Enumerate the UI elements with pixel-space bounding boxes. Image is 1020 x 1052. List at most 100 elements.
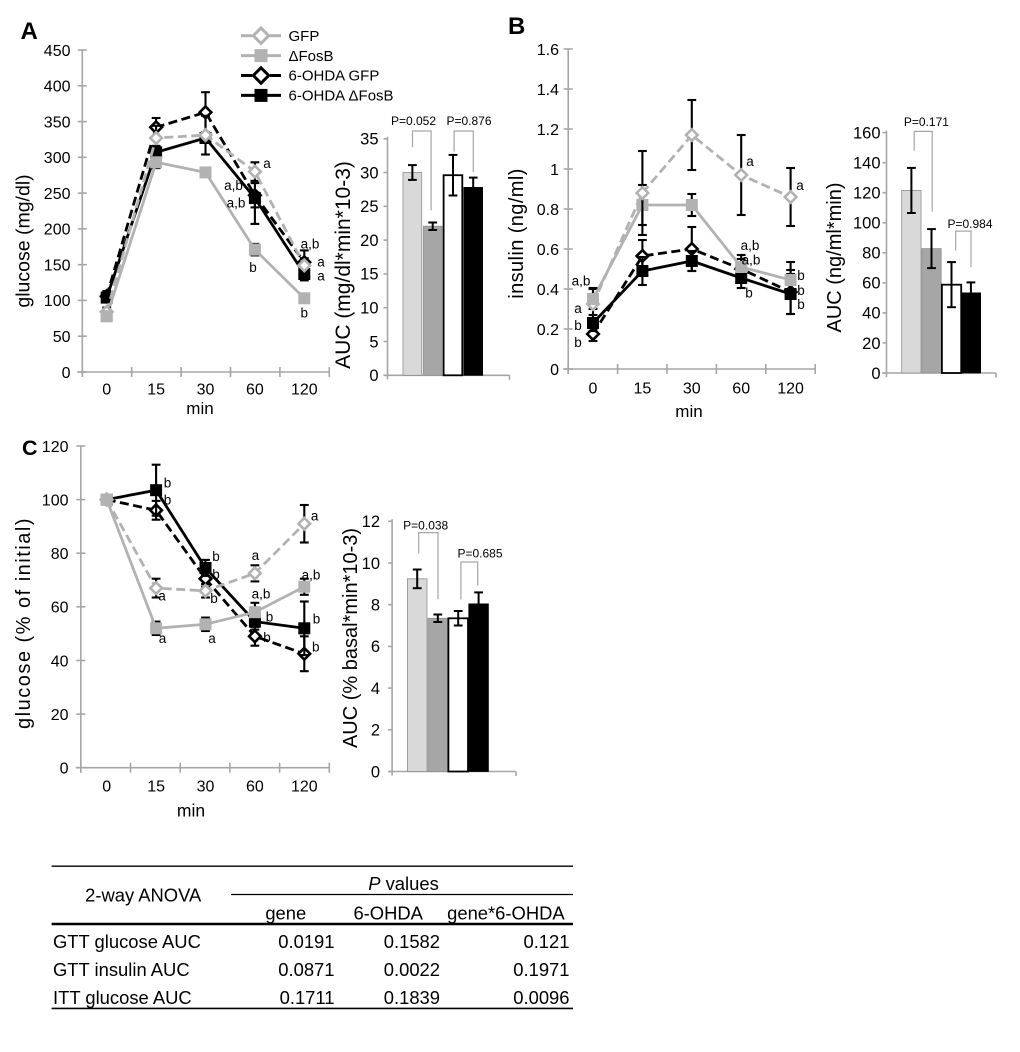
svg-text:min: min bbox=[675, 402, 702, 421]
svg-text:10: 10 bbox=[360, 300, 378, 318]
svg-text:0: 0 bbox=[102, 382, 111, 399]
svg-text:a: a bbox=[208, 631, 216, 646]
svg-text:GTT insulin AUC: GTT insulin AUC bbox=[53, 959, 190, 980]
svg-text:0: 0 bbox=[871, 365, 880, 383]
svg-text:400: 400 bbox=[44, 79, 71, 96]
svg-text:80: 80 bbox=[51, 546, 69, 563]
svg-text:b: b bbox=[797, 297, 805, 312]
svg-text:0: 0 bbox=[589, 381, 598, 398]
svg-text:0.1711: 0.1711 bbox=[280, 987, 335, 1008]
svg-text:AUC (ng/ml*min): AUC (ng/ml*min) bbox=[824, 182, 846, 332]
svg-text:gene*6-OHDA: gene*6-OHDA bbox=[447, 902, 565, 923]
svg-text:20: 20 bbox=[51, 707, 69, 724]
svg-text:b: b bbox=[212, 549, 220, 564]
svg-text:a: a bbox=[158, 589, 166, 604]
svg-text:100: 100 bbox=[853, 215, 881, 233]
svg-text:0.1839: 0.1839 bbox=[384, 987, 440, 1008]
svg-text:40: 40 bbox=[51, 653, 69, 670]
svg-text:b: b bbox=[164, 476, 172, 491]
svg-text:0.0191: 0.0191 bbox=[278, 931, 334, 952]
svg-text:60: 60 bbox=[732, 381, 750, 398]
svg-text:15: 15 bbox=[360, 266, 378, 284]
svg-text:glucose (% of initial): glucose (% of initial) bbox=[13, 517, 35, 729]
svg-text:0: 0 bbox=[62, 365, 71, 382]
svg-text:P=0.876: P=0.876 bbox=[446, 114, 491, 128]
svg-text:15: 15 bbox=[147, 779, 165, 796]
svg-text:b: b bbox=[312, 640, 320, 655]
svg-text:0: 0 bbox=[371, 763, 380, 781]
svg-text:50: 50 bbox=[53, 329, 71, 346]
svg-text:0.1582: 0.1582 bbox=[384, 931, 440, 952]
svg-text:15: 15 bbox=[634, 381, 652, 398]
svg-text:a: a bbox=[311, 509, 319, 524]
svg-text:0: 0 bbox=[102, 779, 111, 796]
svg-text:a,b: a,b bbox=[741, 238, 760, 253]
svg-text:a: a bbox=[574, 301, 582, 316]
svg-text:b: b bbox=[266, 610, 274, 625]
svg-text:0.0871: 0.0871 bbox=[278, 959, 334, 980]
svg-text:0: 0 bbox=[550, 362, 559, 379]
svg-text:a: a bbox=[317, 269, 325, 284]
svg-text:25: 25 bbox=[360, 198, 378, 216]
svg-text:30: 30 bbox=[197, 779, 215, 796]
svg-text:a: a bbox=[263, 156, 271, 171]
svg-text:P values: P values bbox=[368, 873, 439, 894]
svg-text:b: b bbox=[313, 612, 321, 627]
svg-text:120: 120 bbox=[291, 382, 318, 399]
svg-text:b: b bbox=[263, 630, 271, 645]
svg-text:250: 250 bbox=[44, 186, 71, 203]
svg-text:30: 30 bbox=[197, 382, 215, 399]
svg-text:a: a bbox=[252, 548, 260, 563]
svg-text:A: A bbox=[21, 18, 38, 45]
svg-text:AUC (mg/dl*min*10-3): AUC (mg/dl*min*10-3) bbox=[332, 161, 355, 369]
svg-text:2: 2 bbox=[371, 722, 380, 740]
svg-text:min: min bbox=[186, 399, 213, 418]
svg-text:a,b: a,b bbox=[302, 568, 321, 583]
svg-text:ITT glucose AUC: ITT glucose AUC bbox=[53, 987, 192, 1008]
svg-text:P=0.171: P=0.171 bbox=[904, 115, 949, 129]
svg-text:insulin (ng/ml): insulin (ng/ml) bbox=[506, 168, 528, 298]
svg-text:10: 10 bbox=[362, 555, 380, 573]
svg-text:120: 120 bbox=[291, 779, 318, 796]
svg-text:6-OHDA GFP: 6-OHDA GFP bbox=[289, 68, 380, 85]
svg-text:a,b: a,b bbox=[227, 196, 246, 211]
svg-text:min: min bbox=[177, 801, 205, 821]
svg-text:5: 5 bbox=[369, 333, 378, 351]
svg-text:60: 60 bbox=[51, 600, 69, 617]
svg-text:GTT glucose AUC: GTT glucose AUC bbox=[53, 931, 201, 952]
svg-text:0.8: 0.8 bbox=[537, 202, 559, 219]
svg-text:b: b bbox=[574, 318, 582, 333]
svg-text:200: 200 bbox=[44, 222, 71, 239]
svg-text:glucose (mg/dl): glucose (mg/dl) bbox=[13, 174, 35, 307]
svg-text:a,b: a,b bbox=[742, 253, 761, 268]
svg-text:20: 20 bbox=[862, 335, 880, 353]
svg-text:P=0.052: P=0.052 bbox=[391, 114, 436, 128]
svg-text:150: 150 bbox=[44, 258, 71, 275]
svg-text:6: 6 bbox=[371, 638, 380, 656]
svg-text:a: a bbox=[159, 631, 167, 646]
svg-text:P=0.984: P=0.984 bbox=[947, 217, 992, 231]
svg-text:a: a bbox=[317, 255, 325, 270]
svg-text:b: b bbox=[574, 335, 582, 350]
svg-text:a: a bbox=[796, 178, 804, 193]
svg-text:ΔFosB: ΔFosB bbox=[289, 48, 334, 65]
svg-text:0: 0 bbox=[369, 367, 378, 385]
svg-text:b: b bbox=[210, 591, 218, 606]
svg-text:gene: gene bbox=[265, 902, 306, 923]
svg-text:8: 8 bbox=[371, 597, 380, 615]
svg-text:b: b bbox=[745, 286, 753, 301]
svg-text:30: 30 bbox=[360, 164, 378, 182]
svg-text:b: b bbox=[797, 283, 805, 298]
svg-text:AUC (% basal*min*10-3): AUC (% basal*min*10-3) bbox=[340, 528, 362, 748]
svg-text:b: b bbox=[249, 260, 257, 275]
svg-text:30: 30 bbox=[683, 381, 701, 398]
svg-text:1.4: 1.4 bbox=[537, 82, 559, 99]
svg-text:C: C bbox=[22, 436, 38, 460]
svg-text:GFP: GFP bbox=[289, 28, 320, 45]
svg-text:4: 4 bbox=[371, 680, 380, 698]
svg-text:1: 1 bbox=[550, 162, 559, 179]
svg-text:350: 350 bbox=[44, 114, 71, 131]
svg-text:0.1971: 0.1971 bbox=[513, 959, 569, 980]
svg-text:0: 0 bbox=[60, 761, 69, 778]
svg-text:120: 120 bbox=[777, 381, 804, 398]
